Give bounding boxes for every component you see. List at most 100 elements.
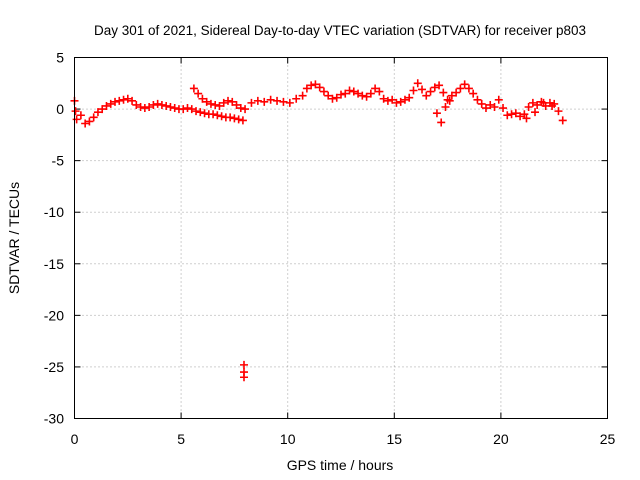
data-point	[332, 93, 341, 102]
data-point	[279, 97, 288, 106]
data-point	[230, 114, 239, 123]
data-point	[324, 91, 333, 100]
data-point	[198, 94, 207, 103]
data-point	[447, 91, 456, 100]
data-point	[522, 114, 531, 123]
data-point	[215, 101, 224, 110]
data-point	[375, 87, 384, 96]
data-point	[149, 100, 158, 109]
data-point	[93, 108, 102, 117]
data-point	[328, 94, 337, 103]
data-point	[285, 98, 294, 107]
data-point	[445, 96, 454, 105]
data-point	[111, 97, 120, 106]
data-point	[196, 108, 205, 117]
data-point	[106, 99, 115, 108]
data-point	[206, 99, 215, 108]
data-point	[115, 96, 124, 105]
data-points	[70, 79, 567, 382]
data-point	[528, 98, 537, 107]
data-point	[516, 112, 525, 121]
data-point	[388, 95, 397, 104]
data-point	[132, 100, 141, 109]
data-point	[531, 108, 540, 117]
data-point	[486, 100, 495, 109]
data-point	[226, 113, 235, 122]
data-point	[81, 119, 90, 128]
data-point	[315, 83, 324, 92]
y-tick-label: 0	[56, 101, 64, 117]
data-point	[189, 84, 198, 93]
data-point	[298, 91, 307, 100]
data-point	[119, 95, 128, 104]
data-point	[170, 104, 179, 113]
y-tick-label: -5	[52, 153, 65, 169]
data-point	[554, 107, 563, 116]
data-point	[183, 104, 192, 113]
data-point	[341, 89, 350, 98]
data-point	[302, 84, 311, 93]
data-point	[481, 104, 490, 113]
data-point	[140, 104, 149, 113]
data-point	[503, 111, 512, 120]
data-point	[89, 113, 98, 122]
data-point	[349, 87, 358, 96]
data-point	[473, 95, 482, 104]
data-point	[232, 100, 241, 109]
data-point	[477, 99, 486, 108]
data-point	[213, 111, 222, 120]
data-point	[511, 109, 520, 118]
data-point	[224, 96, 233, 105]
data-point	[217, 112, 226, 121]
data-point	[499, 104, 508, 113]
y-axis-ticks: 5 0 -5 -10 -15 -20 -25 -30	[44, 50, 608, 427]
data-point	[464, 84, 473, 93]
x-axis-label: GPS time / hours	[287, 457, 394, 473]
data-point	[153, 99, 162, 108]
data-point	[452, 88, 461, 97]
data-point	[441, 103, 450, 112]
data-point	[202, 97, 211, 106]
x-tick-label: 20	[493, 431, 509, 447]
data-point	[72, 115, 81, 124]
data-point	[426, 87, 435, 96]
y-tick-label: -20	[44, 307, 64, 323]
data-point	[179, 105, 188, 114]
data-point	[239, 373, 248, 382]
x-tick-label: 0	[71, 431, 79, 447]
y-tick-label: 5	[56, 50, 64, 66]
data-point	[383, 96, 392, 105]
data-point	[236, 104, 245, 113]
data-point	[241, 105, 250, 114]
data-point	[128, 96, 137, 105]
data-point	[400, 95, 409, 104]
data-point	[379, 94, 388, 103]
data-point	[439, 88, 448, 97]
data-point	[533, 100, 542, 109]
data-point	[98, 105, 107, 114]
data-point	[234, 115, 243, 124]
data-point	[539, 98, 548, 107]
data-point	[494, 95, 503, 104]
data-point	[490, 103, 499, 112]
data-point	[524, 103, 533, 112]
data-point	[166, 103, 175, 112]
data-point	[200, 109, 209, 118]
data-point	[136, 103, 145, 112]
data-point	[362, 92, 371, 101]
data-point	[266, 95, 275, 104]
data-point	[228, 97, 237, 106]
chart-title: Day 301 of 2021, Sidereal Day-to-day VTE…	[94, 23, 586, 38]
data-point	[192, 107, 201, 116]
data-point	[371, 84, 380, 93]
data-point	[520, 110, 529, 119]
data-point	[396, 97, 405, 106]
data-point	[307, 81, 316, 90]
data-point	[238, 116, 247, 125]
y-tick-label: -30	[44, 411, 64, 427]
data-point	[422, 91, 431, 100]
data-point	[358, 91, 367, 100]
data-point	[211, 100, 220, 109]
data-point	[456, 84, 465, 93]
data-point	[102, 101, 111, 110]
